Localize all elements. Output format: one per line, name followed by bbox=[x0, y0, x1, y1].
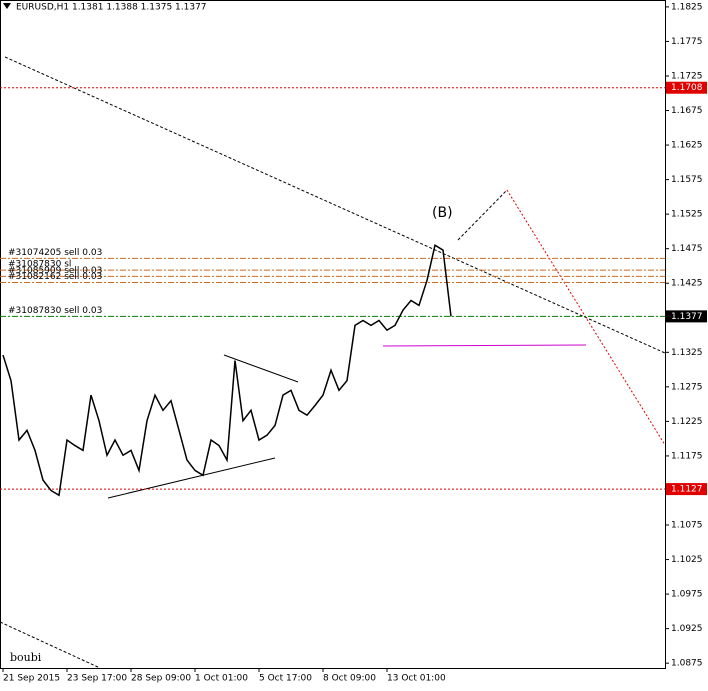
y-tick-label: 1.0925 bbox=[671, 624, 703, 634]
x-tick-label: 21 Sep 2015 bbox=[3, 674, 60, 684]
price-box bbox=[666, 483, 707, 496]
x-tick-label: 5 Oct 17:00 bbox=[259, 674, 312, 684]
support-line bbox=[382, 344, 587, 347]
projection-line bbox=[506, 189, 666, 446]
order-label: #31085909 sell 0.03 bbox=[8, 266, 102, 276]
y-tick-label: 1.1675 bbox=[671, 106, 703, 116]
x-tick-label: 23 Sep 17:00 bbox=[67, 674, 127, 684]
chart-header: EURUSD,H1 1.1381 1.1388 1.1375 1.1377 bbox=[16, 3, 207, 13]
y-tick-label: 1.0875 bbox=[671, 659, 703, 669]
price-box bbox=[666, 81, 707, 94]
y-tick-label: 1.0975 bbox=[671, 590, 703, 600]
header-arrow bbox=[3, 3, 11, 9]
price-box bbox=[666, 310, 707, 323]
trend-line bbox=[4, 56, 666, 354]
plot-frame bbox=[0, 0, 666, 669]
y-tick-label: 1.1825 bbox=[671, 2, 703, 12]
y-tick-label: 1.1225 bbox=[671, 417, 703, 427]
y-tick-label: 1.1525 bbox=[671, 210, 703, 220]
triangle-line bbox=[223, 354, 299, 383]
x-tick-label: 8 Oct 09:00 bbox=[323, 674, 376, 684]
watermark: boubi bbox=[10, 651, 42, 664]
y-tick-label: 1.1775 bbox=[671, 37, 703, 47]
x-tick-label: 28 Sep 09:00 bbox=[131, 674, 191, 684]
y-tick-label: 1.1175 bbox=[671, 451, 703, 461]
price-box-label: 1.1708 bbox=[671, 83, 703, 93]
y-tick-label: 1.1725 bbox=[671, 71, 703, 81]
y-tick-label: 1.1075 bbox=[671, 521, 703, 531]
y-tick-label: 1.1325 bbox=[671, 348, 703, 358]
price-box-label: 1.1127 bbox=[671, 485, 703, 495]
y-tick-label: 1.1275 bbox=[671, 382, 703, 392]
triangle-line bbox=[107, 457, 276, 499]
y-tick-label: 1.1025 bbox=[671, 555, 703, 565]
projection-line bbox=[457, 189, 508, 241]
order-label: #31087830 sl bbox=[8, 260, 71, 270]
y-tick-label: 1.1575 bbox=[671, 175, 703, 185]
order-label: #31082162 sell 0.03 bbox=[8, 272, 102, 282]
price-box-label: 1.1377 bbox=[671, 312, 703, 322]
y-tick-label: 1.1425 bbox=[671, 279, 703, 289]
order-label: #31074205 sell 0.03 bbox=[8, 248, 102, 258]
x-tick-label: 13 Oct 01:00 bbox=[387, 674, 446, 684]
y-tick-label: 1.1475 bbox=[671, 244, 703, 254]
trend-line bbox=[0, 621, 101, 669]
price-line bbox=[2, 244, 452, 497]
wave-label: (B) bbox=[432, 205, 453, 221]
x-tick-label: 1 Oct 01:00 bbox=[195, 674, 248, 684]
order-label: #31087830 sell 0.03 bbox=[8, 306, 102, 316]
y-tick-label: 1.1625 bbox=[671, 141, 703, 151]
